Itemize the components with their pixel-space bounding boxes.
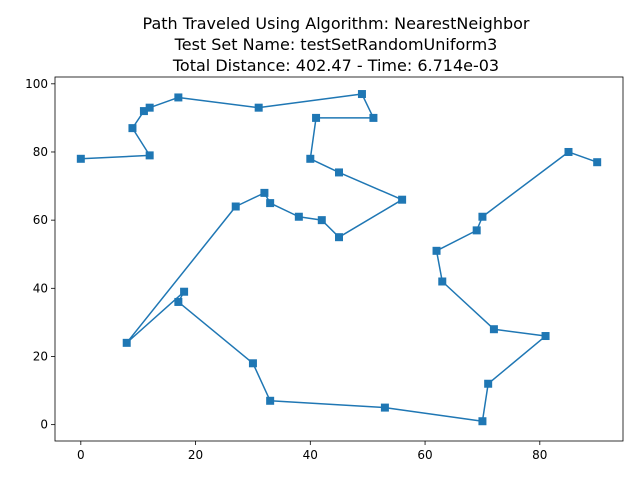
y-tick-label: 40 <box>33 281 48 295</box>
y-tick-label: 100 <box>25 77 48 91</box>
path-point-marker <box>438 277 447 286</box>
x-tick-label: 60 <box>417 448 432 462</box>
chart-title-line-2: Test Set Name: testSetRandomUniform3 <box>174 35 498 54</box>
path-point-marker <box>248 359 257 368</box>
path-point-marker <box>357 90 366 99</box>
y-tick-label: 0 <box>40 418 48 432</box>
plot-area: 0 20 40 60 80 0 20 40 60 80 100 <box>25 76 624 462</box>
path-point-marker <box>489 325 498 334</box>
path-point-marker <box>335 168 343 177</box>
path-point-marker <box>174 93 183 102</box>
path-point-marker <box>317 216 326 225</box>
path-point-marker <box>398 195 407 204</box>
path-point-marker <box>122 338 131 347</box>
path-point-marker <box>174 297 183 306</box>
path-point-marker <box>432 246 441 255</box>
path-point-marker <box>380 403 389 412</box>
x-tick-label: 0 <box>77 448 85 462</box>
path-point-marker <box>76 154 85 163</box>
path-point-marker <box>145 103 154 112</box>
path-point-marker <box>335 233 343 242</box>
path-point-marker <box>231 202 240 211</box>
y-tick-label: 80 <box>33 145 48 159</box>
path-point-marker <box>564 147 573 156</box>
x-tick-label: 20 <box>188 448 203 462</box>
path-point-marker <box>478 212 487 221</box>
path-point-marker <box>145 151 154 160</box>
y-tick-label: 20 <box>33 349 48 363</box>
path-point-marker <box>266 199 275 208</box>
path-point-marker <box>254 103 263 112</box>
x-tick-label: 80 <box>532 448 547 462</box>
path-point-marker <box>294 212 303 221</box>
path-point-marker <box>541 332 550 341</box>
path-point-marker <box>593 158 602 167</box>
path-point-marker <box>180 287 189 296</box>
path-point-marker <box>478 417 487 426</box>
path-point-marker <box>312 113 321 122</box>
path-point-marker <box>260 188 269 197</box>
path-point-marker <box>472 226 481 235</box>
axes-frame <box>54 76 624 442</box>
chart-title-line-1: Path Traveled Using Algorithm: NearestNe… <box>143 14 530 33</box>
path-point-marker <box>139 107 148 116</box>
path-point-marker <box>128 124 137 133</box>
path-point-marker <box>484 379 493 388</box>
chart-title-line-3: Total Distance: 402.47 - Time: 6.714e-03 <box>172 56 499 75</box>
path-point-marker <box>369 113 378 122</box>
y-tick-label: 60 <box>33 213 48 227</box>
path-point-marker <box>266 396 275 405</box>
path-point-marker <box>306 154 315 163</box>
x-tick-label: 40 <box>303 448 318 462</box>
